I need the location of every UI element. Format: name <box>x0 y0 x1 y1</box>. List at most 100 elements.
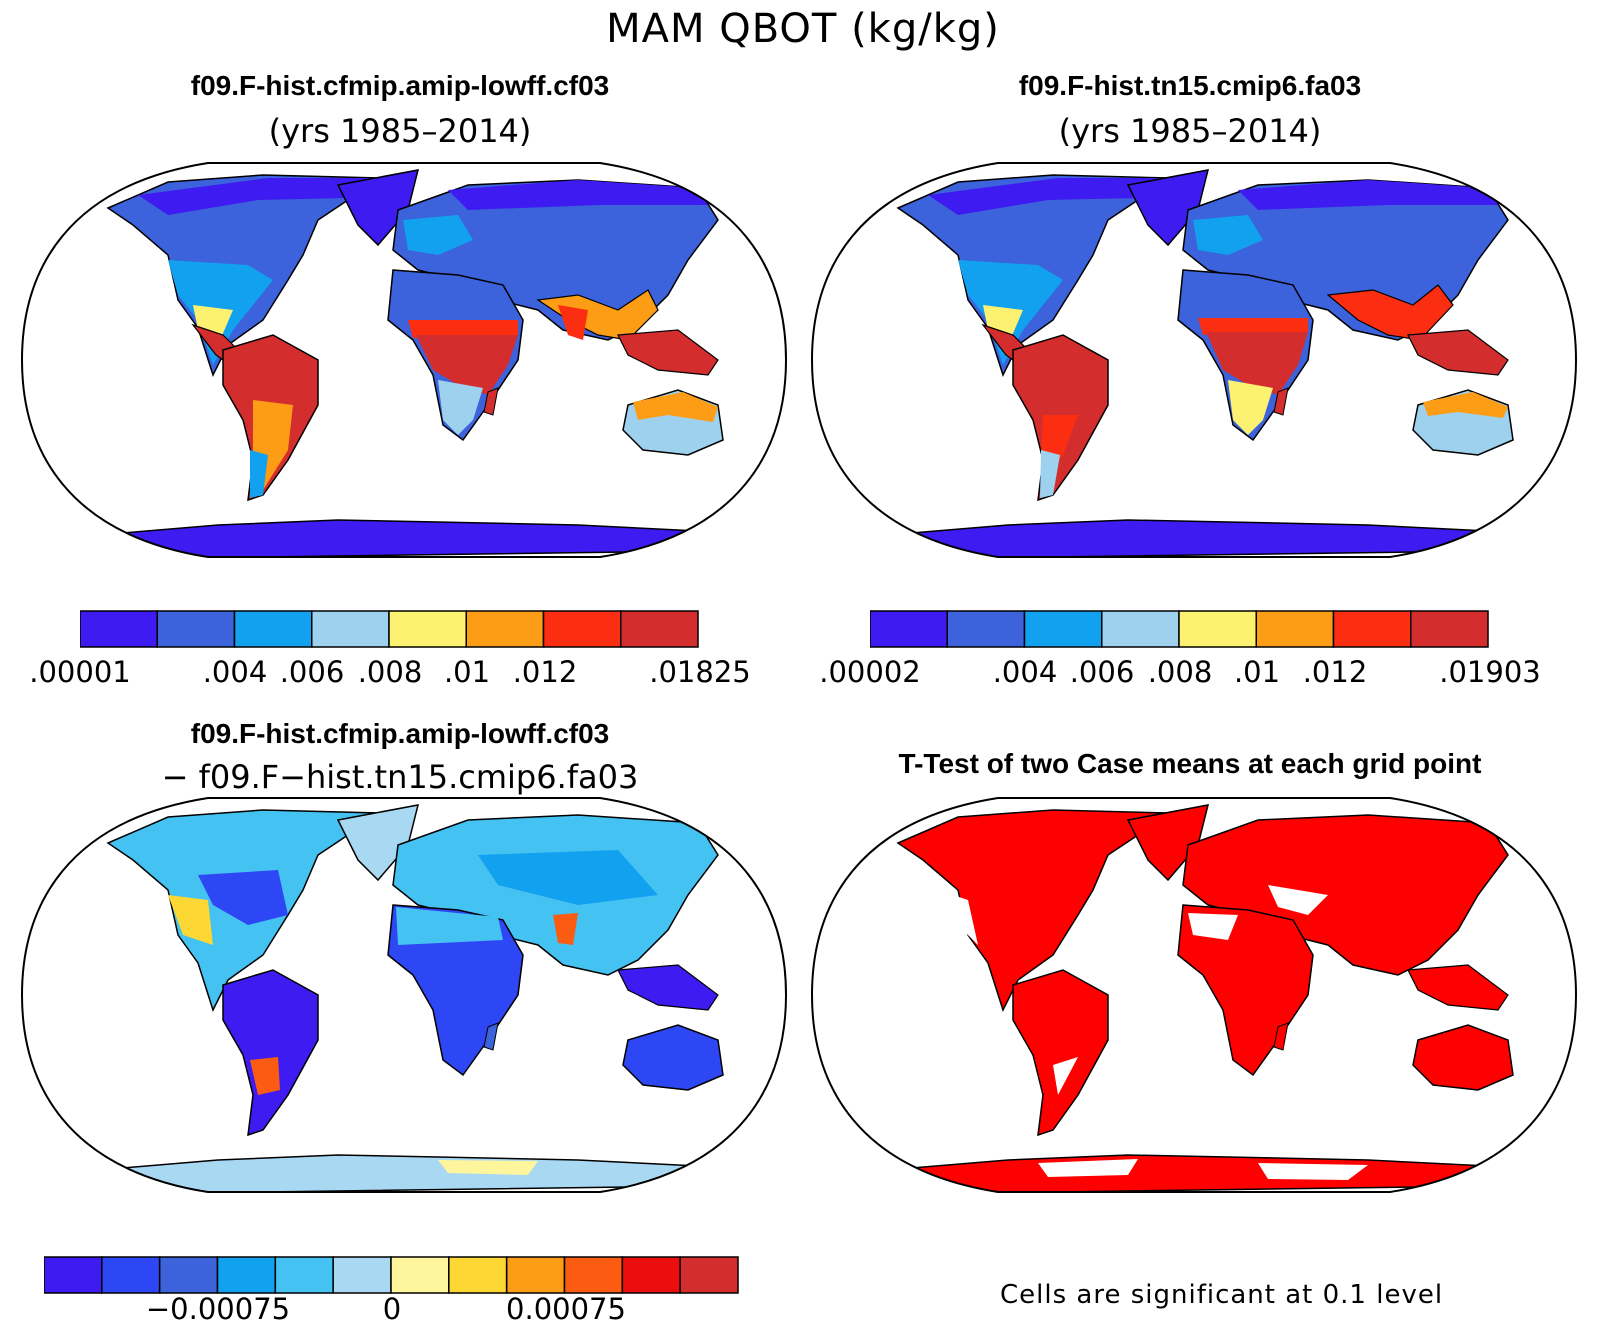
greenland-landmass <box>336 169 420 247</box>
north-america-gulf <box>983 305 1023 345</box>
colorbar-swatch <box>1178 610 1257 648</box>
colorbar-swatch <box>542 610 622 648</box>
africa-south <box>438 380 483 435</box>
colorbar-swatch <box>44 1256 103 1294</box>
colorbar-swatch <box>1023 610 1103 648</box>
colorbar-swatch <box>233 610 313 648</box>
colorbar-case1-tick: .01 <box>443 655 491 689</box>
maritime-continent <box>1407 964 1509 1011</box>
colorbar-case1-tick: .006 <box>279 655 345 689</box>
north-america-east <box>198 870 288 925</box>
north-america-arctic <box>138 178 378 215</box>
colorbar-swatch <box>388 610 467 648</box>
africa-south <box>1228 380 1273 435</box>
eurasia-north <box>448 180 708 210</box>
europe-west <box>1193 215 1263 255</box>
greenland-landmass <box>1126 169 1210 247</box>
colorbar-swatch <box>563 1256 624 1294</box>
africa-sahel <box>1198 318 1308 335</box>
north-america-nonsig <box>953 895 978 945</box>
north-america-west <box>168 895 213 945</box>
colorbar-case1 <box>80 610 699 648</box>
africa-central <box>1206 332 1308 395</box>
africa-north <box>396 907 503 945</box>
map-difference <box>21 797 787 1193</box>
maritime-continent <box>617 329 719 376</box>
eurasia-interior <box>478 850 658 905</box>
south-america-tip <box>1040 450 1060 498</box>
india <box>558 305 588 340</box>
colorbar-swatch <box>311 610 390 648</box>
map-case1 <box>21 162 787 558</box>
africa-central <box>416 335 518 395</box>
panel-case1-title: f09.F-hist.cfmip.amip-lowff.cf03 <box>190 70 610 101</box>
antarctica-patch <box>438 1160 538 1175</box>
eurasia-north <box>1238 180 1498 210</box>
colorbar-swatch <box>390 1256 450 1294</box>
africa-sahel <box>408 320 518 338</box>
south-america-nonsig <box>1053 1057 1078 1095</box>
colorbar-case2-tick: .006 <box>1069 655 1135 689</box>
figure-title: MAM QBOT (kg/kg) <box>606 6 1000 52</box>
colorbar-swatch <box>679 1256 739 1294</box>
europe-west <box>403 215 473 255</box>
colorbar-swatch <box>465 610 545 648</box>
south-america-tip <box>250 450 268 498</box>
colorbar-swatch <box>274 1256 334 1294</box>
map-ttest <box>811 797 1577 1193</box>
colorbar-case2-tick: .008 <box>1147 655 1213 689</box>
australia-landmass <box>1412 1024 1514 1091</box>
colorbar-case2-tick: .01 <box>1233 655 1281 689</box>
colorbar-swatch <box>1332 610 1412 648</box>
colorbar-swatch <box>80 610 158 648</box>
panel-case1-subtitle: (yrs 1985–2014) <box>268 112 532 150</box>
north-america-arctic <box>928 178 1168 215</box>
colorbar-swatch <box>158 1256 219 1294</box>
madagascar <box>483 1022 499 1051</box>
colorbar-case1-tick: .008 <box>357 655 423 689</box>
australia-north <box>633 392 718 422</box>
colorbar-difference <box>44 1256 739 1294</box>
colorbar-difference-tick: 0 <box>382 1292 402 1326</box>
australia-landmass <box>622 1024 724 1091</box>
colorbar-swatch <box>101 1256 161 1294</box>
madagascar <box>483 387 499 416</box>
colorbar-swatch <box>1101 610 1180 648</box>
south-america-landmass <box>1012 969 1109 1137</box>
panel-case2-subtitle: (yrs 1985–2014) <box>1058 112 1322 150</box>
colorbar-case1-tick: .00001 <box>29 655 131 689</box>
colorbar-swatch <box>505 1256 566 1294</box>
panel-case2-title: f09.F-hist.tn15.cmip6.fa03 <box>1018 70 1362 101</box>
north-america-gulf <box>193 305 233 345</box>
madagascar <box>1273 387 1289 416</box>
colorbar-swatch <box>156 610 236 648</box>
eurasia-nonsig <box>1268 885 1328 915</box>
colorbar-swatch <box>946 610 1026 648</box>
colorbar-swatch <box>216 1256 277 1294</box>
greenland-landmass <box>336 804 420 882</box>
colorbar-case2-tick: .004 <box>992 655 1058 689</box>
colorbar-swatch <box>870 610 948 648</box>
colorbar-case2-tick: .012 <box>1302 655 1368 689</box>
himalaya-band <box>553 913 578 945</box>
panel-ttest-title: T-Test of two Case means at each grid po… <box>898 748 1482 779</box>
australia-north <box>1423 392 1508 418</box>
south-america-landmass <box>222 969 319 1137</box>
colorbar-case1-tick: .004 <box>202 655 268 689</box>
map-case2 <box>811 162 1577 558</box>
colorbar-case1-tick: .012 <box>512 655 578 689</box>
colorbar-case2-tick: .00002 <box>819 655 921 689</box>
colorbar-swatch <box>448 1256 508 1294</box>
colorbar-case2-tick: .01903 <box>1439 655 1541 689</box>
colorbar-case1-tick: .01825 <box>649 655 751 689</box>
colorbar-swatch <box>620 610 699 648</box>
colorbar-case2 <box>870 610 1489 648</box>
maritime-continent <box>617 964 719 1011</box>
colorbar-swatch <box>332 1256 392 1294</box>
madagascar <box>1273 1022 1289 1051</box>
panel-difference-subtitle: − f09.F−hist.tn15.cmip6.fa03 <box>161 758 639 796</box>
africa-nonsig <box>1188 913 1238 940</box>
south-asia <box>1326 284 1454 341</box>
south-america-south <box>250 1057 280 1095</box>
colorbar-swatch <box>621 1256 681 1294</box>
